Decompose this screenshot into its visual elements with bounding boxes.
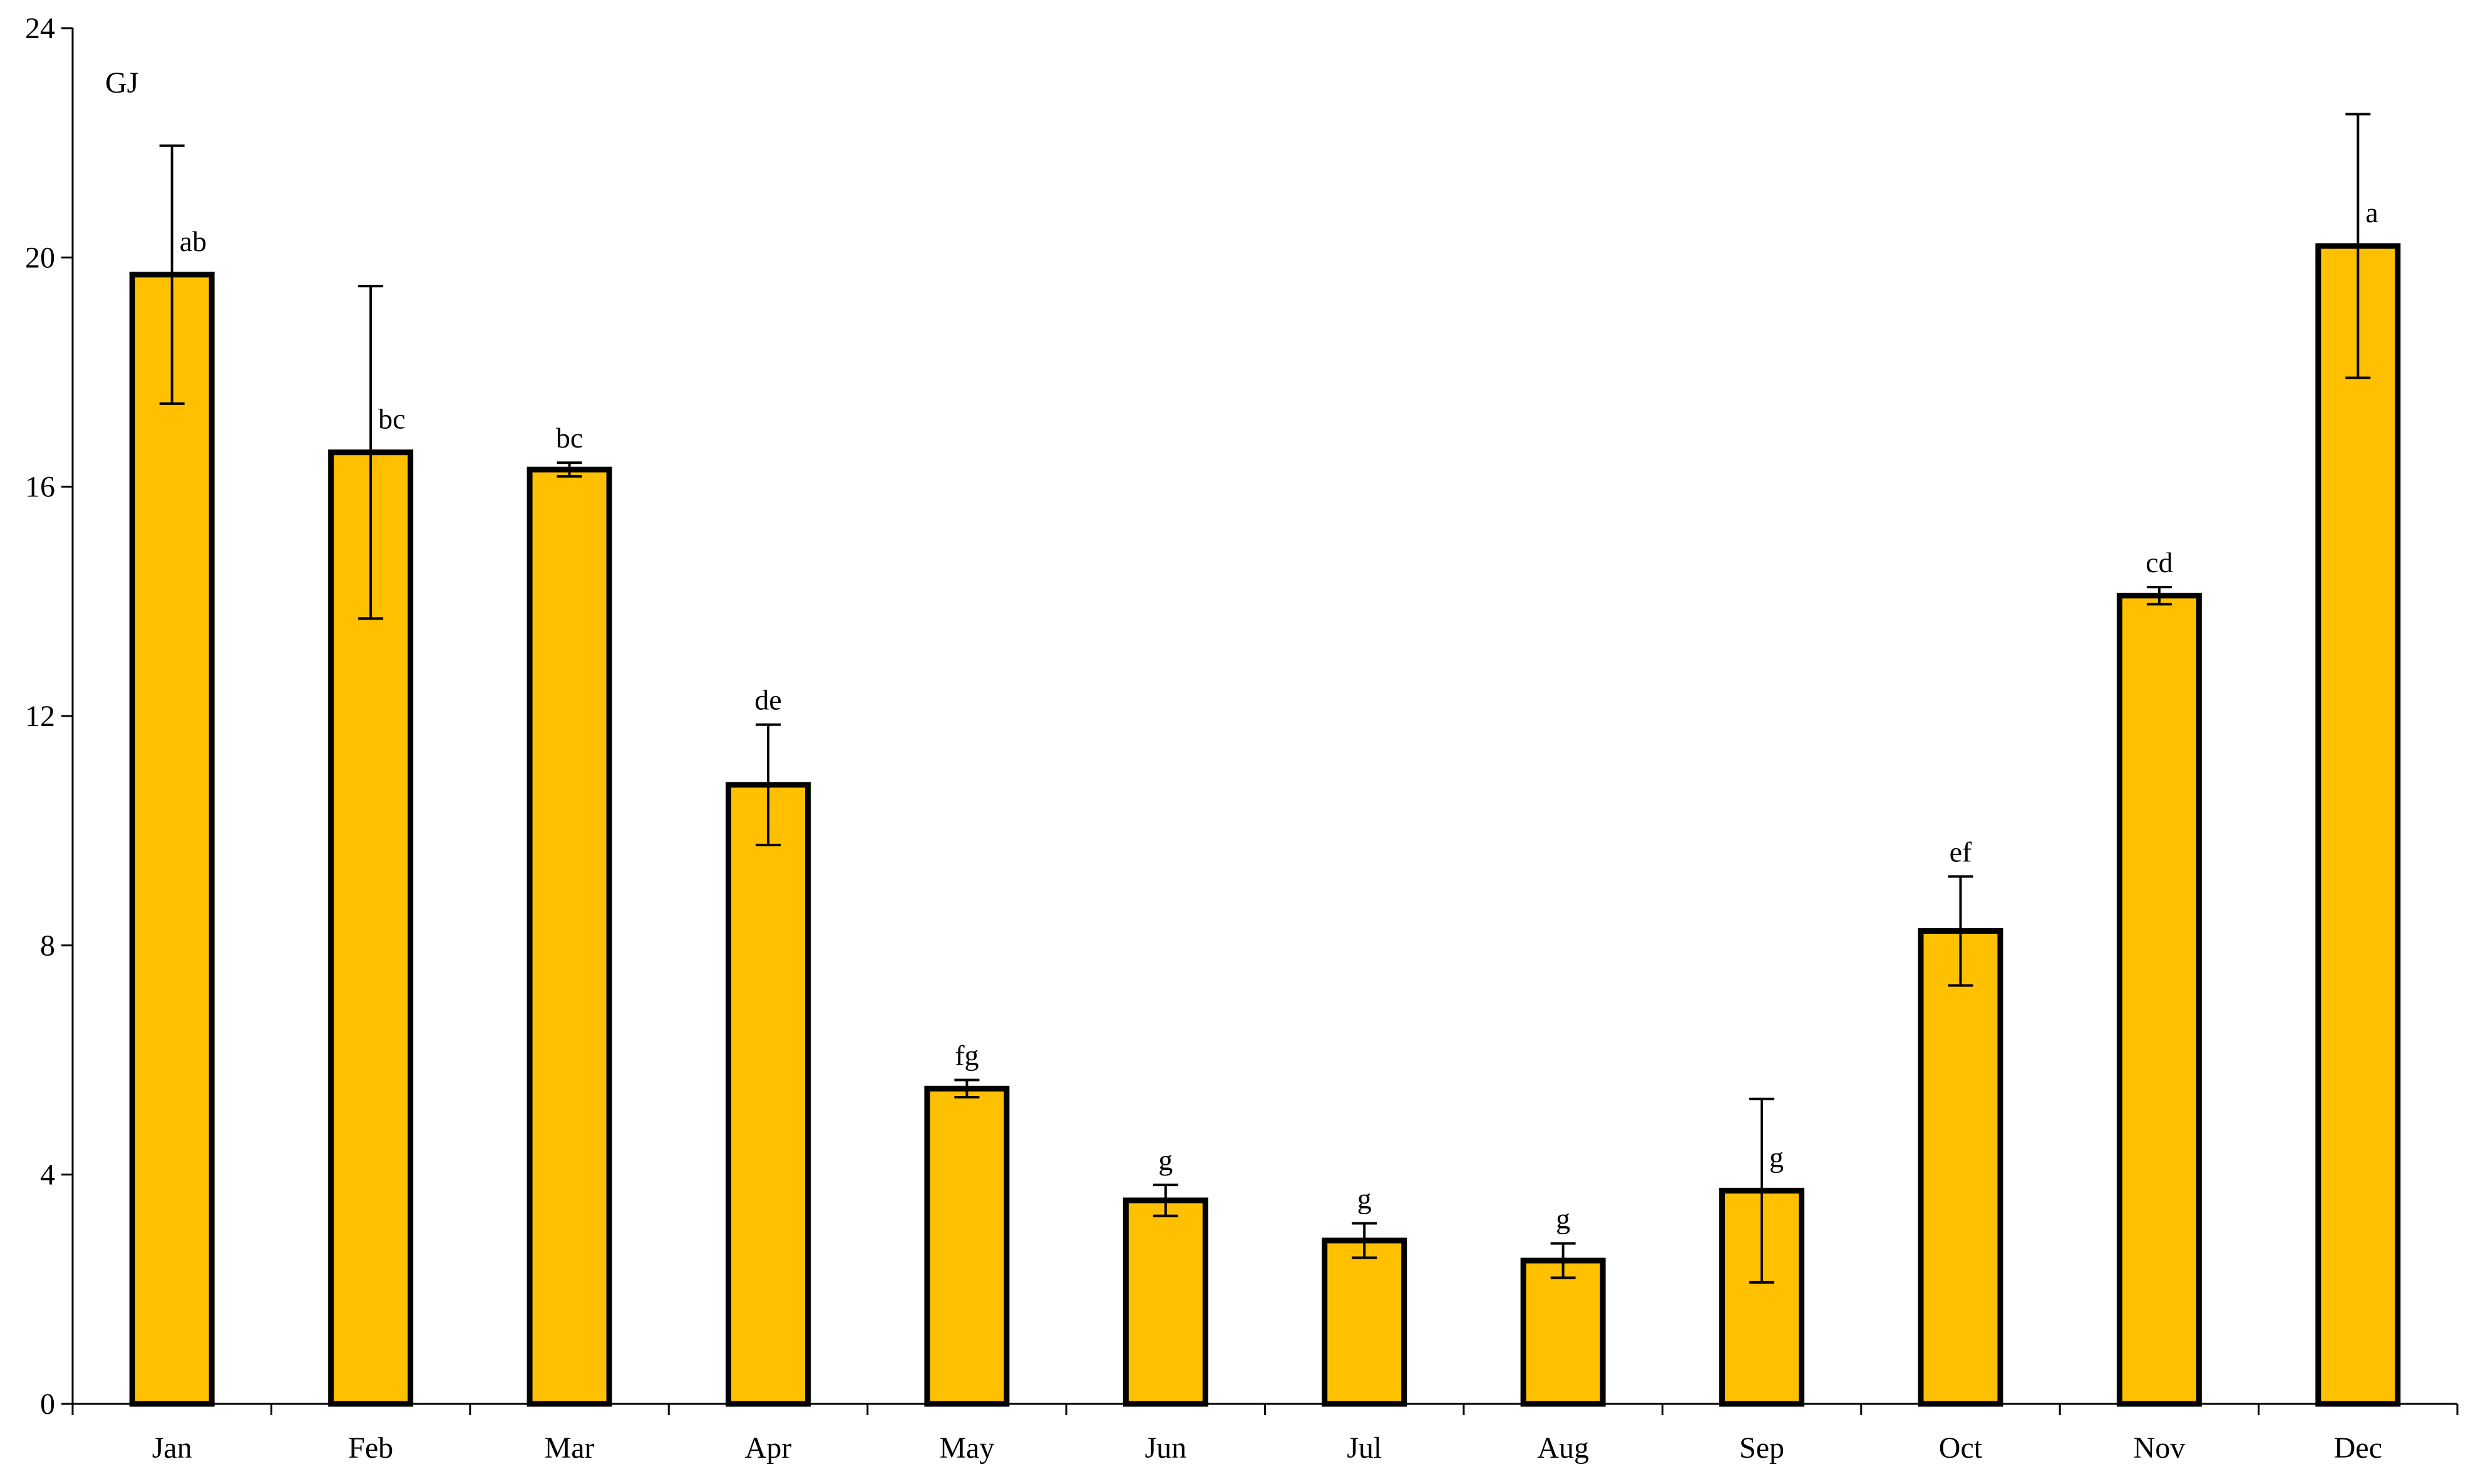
- y-tick-label: 8: [40, 929, 55, 962]
- y-tick-labels: 0 4 8 12 16 20 24: [25, 12, 55, 1421]
- bar-oct: [1918, 928, 2003, 1407]
- significance-letter: g: [1158, 1144, 1173, 1176]
- axes: [61, 27, 2459, 1415]
- x-tick-label: Dec: [2334, 1431, 2382, 1465]
- significance-letter: de: [754, 684, 781, 716]
- bar-mar: [527, 466, 612, 1407]
- y-tick-label: 16: [25, 471, 55, 504]
- significance-letter: g: [1769, 1141, 1784, 1173]
- x-tick-label: Jan: [152, 1431, 192, 1465]
- bar-jul: [1322, 1237, 1407, 1407]
- x-tick-label: Jun: [1144, 1431, 1186, 1465]
- x-tick-label: Aug: [1537, 1431, 1589, 1465]
- y-tick-label: 0: [40, 1388, 55, 1421]
- bar-jun: [1123, 1197, 1208, 1407]
- bar-dec: [2315, 243, 2401, 1407]
- significance-letter: bc: [556, 422, 583, 454]
- significance-letters: ab bc bc de fg g g g g ef cd a: [180, 197, 2378, 1235]
- x-tick-label: Feb: [348, 1431, 393, 1465]
- unit-label: GJ: [105, 66, 138, 100]
- x-tick-label: Apr: [745, 1431, 792, 1465]
- x-tick-label: Sep: [1739, 1431, 1784, 1465]
- bars: [129, 243, 2401, 1407]
- y-tick-label: 4: [40, 1159, 55, 1192]
- bar-apr: [725, 782, 811, 1407]
- significance-letter: bc: [378, 403, 405, 435]
- significance-letter: g: [1556, 1203, 1570, 1235]
- significance-letter: g: [1357, 1183, 1372, 1215]
- significance-letter: cd: [2146, 546, 2172, 578]
- bar-may: [924, 1085, 1010, 1407]
- bar-jan: [129, 272, 215, 1407]
- x-tick-labels: Jan Feb Mar Apr May Jun Jul Aug Sep Oct Nov Dec: [152, 1431, 2382, 1465]
- significance-letter: ef: [1950, 836, 1972, 867]
- y-tick-label: 12: [25, 700, 55, 733]
- significance-letter: ab: [180, 225, 207, 257]
- bar-aug: [1520, 1257, 1606, 1407]
- x-tick-label: Jul: [1347, 1431, 1382, 1465]
- x-tick-label: Mar: [545, 1431, 595, 1465]
- x-tick-label: Oct: [1939, 1431, 1983, 1465]
- significance-letter: fg: [955, 1040, 979, 1072]
- error-bars: [159, 113, 2371, 1284]
- x-tick-label: Nov: [2134, 1431, 2186, 1465]
- y-tick-label: 24: [25, 12, 55, 45]
- y-tick-label: 20: [25, 241, 55, 274]
- x-tick-label: May: [939, 1431, 994, 1465]
- bar-nov: [2116, 593, 2202, 1407]
- significance-letter: a: [2365, 197, 2378, 228]
